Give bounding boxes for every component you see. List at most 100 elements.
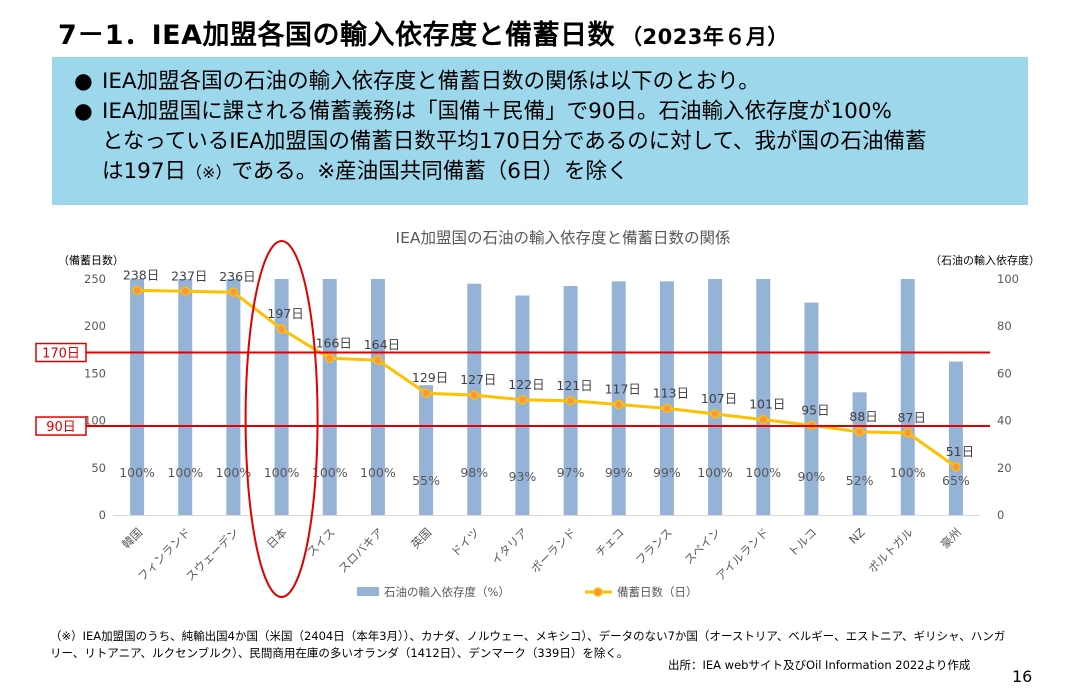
category-label: 豪州 xyxy=(938,525,964,551)
bar-label: 97% xyxy=(557,465,585,480)
line-label: 166日 xyxy=(316,335,352,350)
summary-line-2: IEA加盟国に課される備蓄義務は「国備＋民備」で90日。石油輸入依存度が100% xyxy=(102,99,892,124)
bar-label: 100% xyxy=(890,465,926,480)
category-label: 韓国 xyxy=(119,525,145,551)
line-marker-イタリア xyxy=(517,395,528,405)
bar-label: 65% xyxy=(942,473,970,488)
line-label: 127日 xyxy=(460,372,496,387)
line-label: 129日 xyxy=(412,370,448,385)
line-marker-ポルトガル xyxy=(903,428,913,438)
line-label: 236日 xyxy=(219,269,255,284)
line-marker-チェコ xyxy=(614,399,624,410)
summary-bullet-1: ● IEA加盟各国の石油の輸入依存度と備蓄日数の関係は以下のとおり。 xyxy=(74,67,1016,97)
legend-line-label: 備蓄日数（日） xyxy=(617,585,698,599)
right-tick-label: 40 xyxy=(997,414,1012,428)
bar-イタリア xyxy=(515,295,530,515)
source-note: 出所：IEA webサイト及びOil Information 2022より作成 xyxy=(668,658,971,672)
right-axis-title: （石油の輸入依存度） xyxy=(930,253,1040,267)
bar-label: 100% xyxy=(360,465,396,480)
bar-label: 98% xyxy=(460,465,488,480)
category-label: イタリア xyxy=(488,525,530,567)
summary-note-marker: （※） xyxy=(186,163,232,182)
left-tick-label: 100 xyxy=(84,414,106,428)
line-marker-日本 xyxy=(276,324,287,334)
bar-英国 xyxy=(419,385,434,515)
reference-label-box-90 xyxy=(35,416,87,436)
right-tick-label: 20 xyxy=(997,461,1012,475)
bar-label: 100% xyxy=(745,465,781,480)
bar-フランス xyxy=(659,281,674,515)
line-label: 117日 xyxy=(605,382,641,397)
bar-スペイン xyxy=(708,279,723,515)
bullet-dot: ● xyxy=(74,69,93,94)
legend-bar-label: 石油の輸入依存度（%） xyxy=(384,585,510,599)
bar-ポルトガル xyxy=(900,279,915,515)
chart-title: IEA加盟国の石油の輸入依存度と備蓄日数の関係 xyxy=(396,229,731,247)
line-marker-豪州 xyxy=(951,462,961,472)
stockpile-days-line xyxy=(137,288,957,469)
page-title: 7－1．IEA加盟各国の輸入依存度と備蓄日数 （2023年６月） xyxy=(58,20,789,51)
left-tick-label: 200 xyxy=(84,319,106,333)
bar-label: 93% xyxy=(509,469,537,484)
bar-label: 52% xyxy=(846,473,874,488)
japan-highlight-ellipse xyxy=(244,240,319,598)
reference-label-box-170 xyxy=(35,342,87,363)
left-tick-label: 0 xyxy=(99,508,106,522)
bar-label: 55% xyxy=(412,473,440,488)
summary-line-4b: である。※産油国共同備蓄（6日）を除く xyxy=(231,159,629,184)
bar-label: 100% xyxy=(697,465,733,480)
bar-label: 100% xyxy=(312,465,348,480)
line-label: 88日 xyxy=(849,409,877,424)
bar-豪州 xyxy=(948,361,963,515)
line-marker-ポーランド xyxy=(565,396,576,406)
category-label: スペイン xyxy=(681,525,723,567)
bar-フィンランド xyxy=(178,279,193,515)
line-label: 95日 xyxy=(801,402,829,417)
bar-NZ xyxy=(852,392,867,515)
line-marker-英国 xyxy=(421,388,431,398)
bar-label: 100% xyxy=(167,465,203,480)
bar-label: 100% xyxy=(216,465,252,480)
line-marker-フランス xyxy=(662,403,672,414)
bar-スウェーデン xyxy=(226,279,241,515)
category-label: フランス xyxy=(633,525,675,567)
line-label: 121日 xyxy=(556,378,592,393)
line-label: 101日 xyxy=(749,397,785,412)
bar-日本 xyxy=(274,279,289,515)
title-date: （2023年６月） xyxy=(620,25,789,49)
line-marker-フィンランド xyxy=(180,286,190,297)
bar-label: 90% xyxy=(798,469,826,484)
category-label: トルコ xyxy=(785,525,819,559)
line-label: 197日 xyxy=(267,306,303,321)
line-marker-スロバキア xyxy=(373,355,383,365)
bar-スロバキア xyxy=(370,279,385,515)
bullet-dot: ● xyxy=(74,99,93,124)
line-label: 107日 xyxy=(701,391,737,406)
line-label: 51日 xyxy=(946,444,974,459)
left-tick-label: 50 xyxy=(91,461,106,475)
category-label: ポルトガル xyxy=(865,525,916,576)
line-marker-ドイツ xyxy=(469,390,479,400)
category-label: チェコ xyxy=(593,525,627,559)
reference-label: 170日 xyxy=(42,347,80,362)
summary-line-1: IEA加盟各国の石油の輸入依存度と備蓄日数の関係は以下のとおり。 xyxy=(102,69,760,94)
footnote: （※）IEA加盟国のうち、純輸出国4か国（米国（2404日（本年3月））、カナダ… xyxy=(50,629,1006,660)
right-tick-label: 100 xyxy=(997,272,1019,286)
right-tick-label: 80 xyxy=(997,319,1012,333)
right-tick-label: 60 xyxy=(997,366,1012,380)
bar-チェコ xyxy=(611,281,626,515)
category-label: ドイツ xyxy=(448,525,482,559)
bar-韓国 xyxy=(130,279,145,515)
bar-アイルランド xyxy=(756,279,771,515)
page-number: 16 xyxy=(1012,667,1033,686)
line-label: 164日 xyxy=(364,337,400,352)
summary-line-4a: は197日 xyxy=(102,159,187,184)
line-marker-スイス xyxy=(325,353,335,364)
line-marker-NZ xyxy=(854,427,865,437)
line-label: 237日 xyxy=(171,268,207,283)
line-marker-スペイン xyxy=(710,409,720,419)
legend-line-marker xyxy=(593,587,603,597)
bar-トルコ xyxy=(804,302,819,515)
category-label: スロバキア xyxy=(335,525,386,576)
bar-label: 99% xyxy=(605,465,633,480)
